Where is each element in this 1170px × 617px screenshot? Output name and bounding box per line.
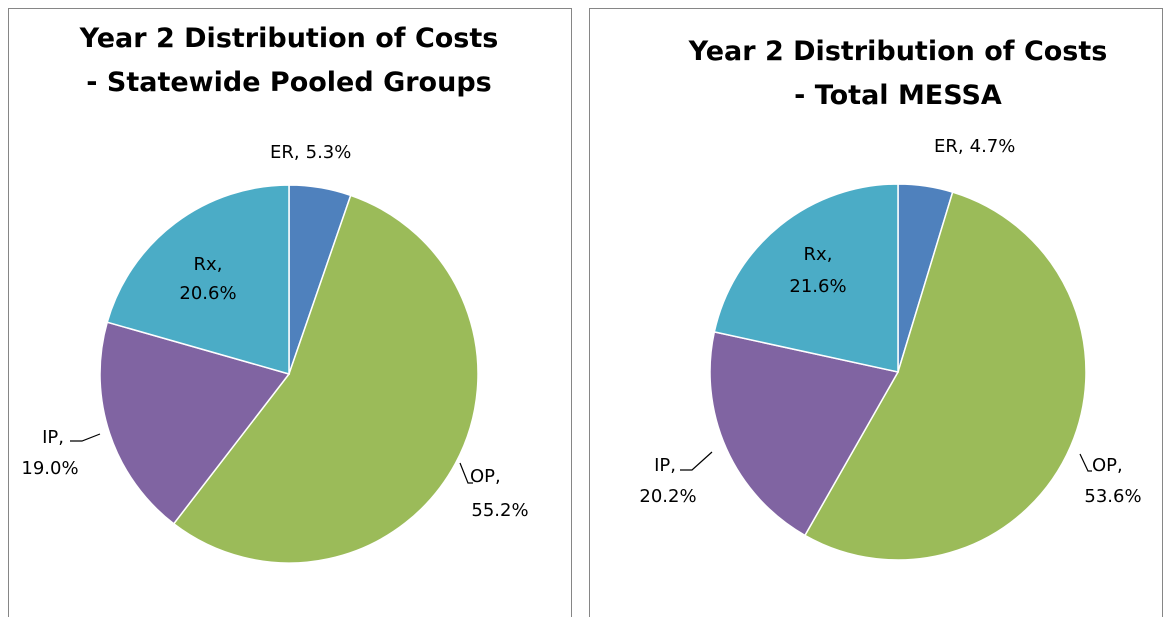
label-value: 21.6%: [789, 276, 846, 297]
label-value: 55.2%: [471, 500, 528, 521]
label-value: 20.6%: [179, 283, 236, 304]
label-category: OP: [470, 466, 495, 487]
label-separator: ,: [827, 244, 833, 265]
data-label: IP,: [42, 427, 64, 448]
data-label: Rx,: [804, 244, 833, 265]
data-label: OP,: [470, 466, 501, 487]
data-label: 20.6%: [179, 283, 236, 304]
label-category: ER: [270, 142, 294, 163]
data-label: 21.6%: [789, 276, 846, 297]
pie-slice: [803, 191, 1087, 561]
label-separator: ,: [217, 254, 223, 275]
pie-slice: [106, 184, 290, 375]
chart-title: Year 2 Distribution of Costs: [79, 23, 499, 54]
label-value: 20.2%: [639, 486, 696, 507]
label-category: ER: [934, 136, 958, 157]
chart-title: - Total MESSA: [794, 80, 1002, 111]
label-separator: ,: [1117, 455, 1123, 476]
chart-title: Year 2 Distribution of Costs: [688, 36, 1108, 67]
pie-slice: [713, 183, 899, 373]
data-label: 20.2%: [639, 486, 696, 507]
data-label: 53.6%: [1084, 486, 1141, 507]
data-label: ER, 4.7%: [934, 136, 1015, 157]
label-category: IP: [654, 455, 670, 476]
label-value: 19.0%: [21, 458, 78, 479]
label-separator: ,: [294, 142, 300, 163]
pie-slice: [99, 321, 291, 525]
leader-line: [70, 433, 101, 442]
label-separator: ,: [495, 466, 501, 487]
data-label: Rx,: [194, 254, 223, 275]
leader-line: [680, 451, 713, 471]
label-category: IP: [42, 427, 58, 448]
leader-line: [1079, 453, 1092, 472]
label-value: 53.6%: [1084, 486, 1141, 507]
chart-title: - Statewide Pooled Groups: [86, 67, 491, 98]
data-label: OP,: [1092, 455, 1123, 476]
label-separator: ,: [958, 136, 964, 157]
label-category: OP: [1092, 455, 1117, 476]
data-label: 55.2%: [471, 500, 528, 521]
label-separator: ,: [670, 455, 676, 476]
pie-slice: [172, 194, 479, 564]
data-label: 19.0%: [21, 458, 78, 479]
label-separator: ,: [58, 427, 64, 448]
pie-slice: [709, 331, 900, 537]
label-value: 4.7%: [970, 136, 1016, 157]
label-value: 5.3%: [306, 142, 352, 163]
label-category: Rx: [804, 244, 828, 265]
label-category: Rx: [194, 254, 218, 275]
leader-line: [459, 462, 473, 484]
data-label: IP,: [654, 455, 676, 476]
data-label: ER, 5.3%: [270, 142, 351, 163]
